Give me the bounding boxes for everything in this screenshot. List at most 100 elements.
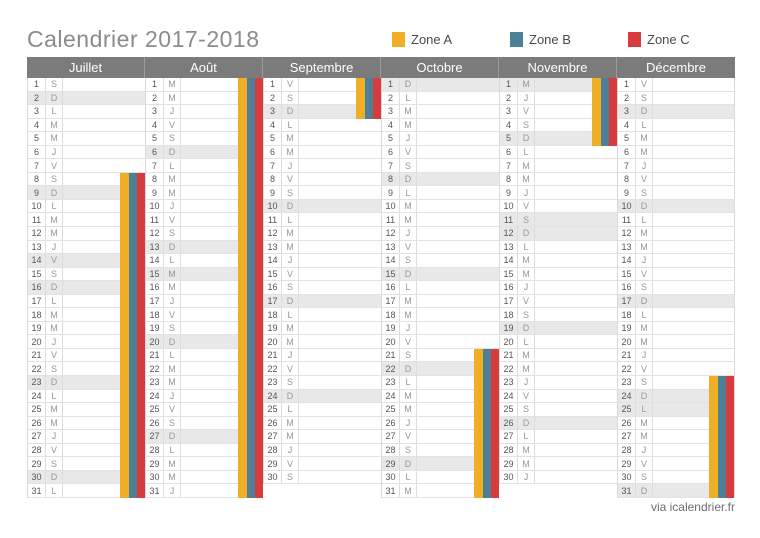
- zone-c-bar: [255, 308, 263, 322]
- day-row: 14 V: [27, 254, 145, 268]
- day-row: 11 M: [381, 213, 499, 228]
- day-row: 28 S: [381, 443, 499, 458]
- vacation-bars: [120, 186, 145, 200]
- weekday-letter: V: [164, 213, 181, 227]
- weekday-letter: V: [282, 457, 299, 470]
- vacation-bars: [120, 308, 145, 322]
- zone-b-bar: [129, 430, 137, 444]
- vacation-bars: [238, 159, 263, 173]
- weekday-letter: M: [518, 443, 535, 457]
- zone-a-bar: [356, 78, 365, 92]
- weekday-letter: S: [282, 91, 299, 105]
- zone-c-bar: [373, 91, 381, 106]
- day-number: 23: [264, 376, 282, 389]
- day-number: 26: [382, 416, 400, 430]
- weekday-letter: M: [282, 430, 299, 443]
- weekday-letter: J: [518, 470, 535, 484]
- zone-a-bar: [120, 308, 129, 322]
- day-number: 10: [500, 199, 518, 213]
- month-column: Août 1 M 2 M 3 J 4 V 5 S 6 D 7 L 8 M 9 M 10 J 11 V 12 S 13 D 14 L 15 M…: [145, 57, 263, 498]
- zone-b-bar: [483, 430, 491, 444]
- zone-c-swatch-icon: [628, 32, 641, 47]
- zone-a-bar: [709, 403, 718, 417]
- zone-a-bar: [238, 376, 247, 390]
- weekday-letter: L: [400, 376, 417, 389]
- vacation-bars: [238, 91, 263, 106]
- weekday-letter: V: [46, 348, 63, 362]
- zone-c-bar: [137, 389, 145, 404]
- day-row: 13 M: [617, 240, 735, 255]
- vacation-bars: [238, 348, 263, 363]
- zone-c-bar: [491, 470, 499, 485]
- weekday-letter: D: [400, 78, 417, 91]
- day-row: 26 M: [27, 416, 145, 431]
- weekday-letter: M: [400, 105, 417, 118]
- weekday-letter: V: [636, 457, 653, 470]
- month-header: Novembre: [499, 57, 617, 78]
- zone-a-bar: [474, 376, 483, 390]
- footer-credit[interactable]: via icalendrier.fr: [650, 500, 735, 514]
- day-row: 14 L: [145, 254, 263, 268]
- zone-c-bar: [255, 362, 263, 377]
- weekday-letter: S: [636, 91, 653, 105]
- vacation-bars: [238, 199, 263, 214]
- day-number: 7: [146, 159, 164, 172]
- page-title: Calendrier 2017-2018: [27, 26, 260, 52]
- zone-a-bar: [238, 91, 247, 106]
- zone-c-bar: [255, 78, 263, 92]
- weekday-letter: J: [636, 348, 653, 362]
- zone-c-bar: [255, 159, 263, 173]
- day-number: 6: [28, 145, 46, 159]
- day-number: 2: [264, 91, 282, 105]
- weekday-letter: J: [164, 105, 181, 118]
- weekday-letter: V: [400, 145, 417, 159]
- zone-b-bar: [129, 362, 137, 377]
- day-number: 8: [28, 172, 46, 186]
- zone-a-bar: [238, 145, 247, 160]
- day-row: 25 V: [145, 403, 263, 417]
- zone-b-bar: [365, 78, 373, 92]
- day-number: 26: [146, 416, 164, 430]
- calendar-grid: Juillet 1 S 2 D 3 L 4 M 5 M 6 J 7 V 8 S 9 D 10 L 11 M 12 M 13 J 14 V…: [27, 57, 735, 498]
- day-number: 25: [382, 403, 400, 416]
- weekday-letter: J: [282, 159, 299, 172]
- weekday-letter: L: [518, 335, 535, 348]
- zone-c-bar: [255, 389, 263, 404]
- day-number: 28: [618, 443, 636, 457]
- weekday-letter: J: [164, 484, 181, 497]
- day-row: 11 S: [499, 213, 617, 228]
- weekday-letter: J: [282, 254, 299, 267]
- zone-c-bar: [726, 470, 734, 485]
- day-row: 16 S: [263, 281, 381, 295]
- zone-a-bar: [238, 335, 247, 349]
- day-number: 13: [500, 240, 518, 254]
- weekday-letter: S: [46, 172, 63, 186]
- day-number: 4: [500, 118, 518, 132]
- day-row: 24 J: [145, 389, 263, 404]
- zone-a-bar: [120, 281, 129, 295]
- zone-b-bar: [247, 105, 255, 119]
- day-row: 16 D: [27, 281, 145, 295]
- day-row: 24 V: [499, 389, 617, 404]
- day-number: 30: [500, 470, 518, 484]
- day-number: 27: [382, 430, 400, 443]
- weekday-letter: D: [636, 484, 653, 497]
- day-row: 27 M: [263, 430, 381, 444]
- weekday-letter: J: [46, 335, 63, 348]
- zone-c-bar: [137, 281, 145, 295]
- weekday-letter: J: [282, 443, 299, 457]
- day-number: 23: [146, 376, 164, 389]
- weekday-letter: D: [46, 470, 63, 484]
- day-row: 20 J: [27, 335, 145, 349]
- zone-a-bar: [238, 470, 247, 485]
- zone-a-bar: [238, 430, 247, 444]
- vacation-bars: [238, 321, 263, 336]
- day-row: 14 S: [381, 254, 499, 268]
- zone-c-bar: [255, 91, 263, 106]
